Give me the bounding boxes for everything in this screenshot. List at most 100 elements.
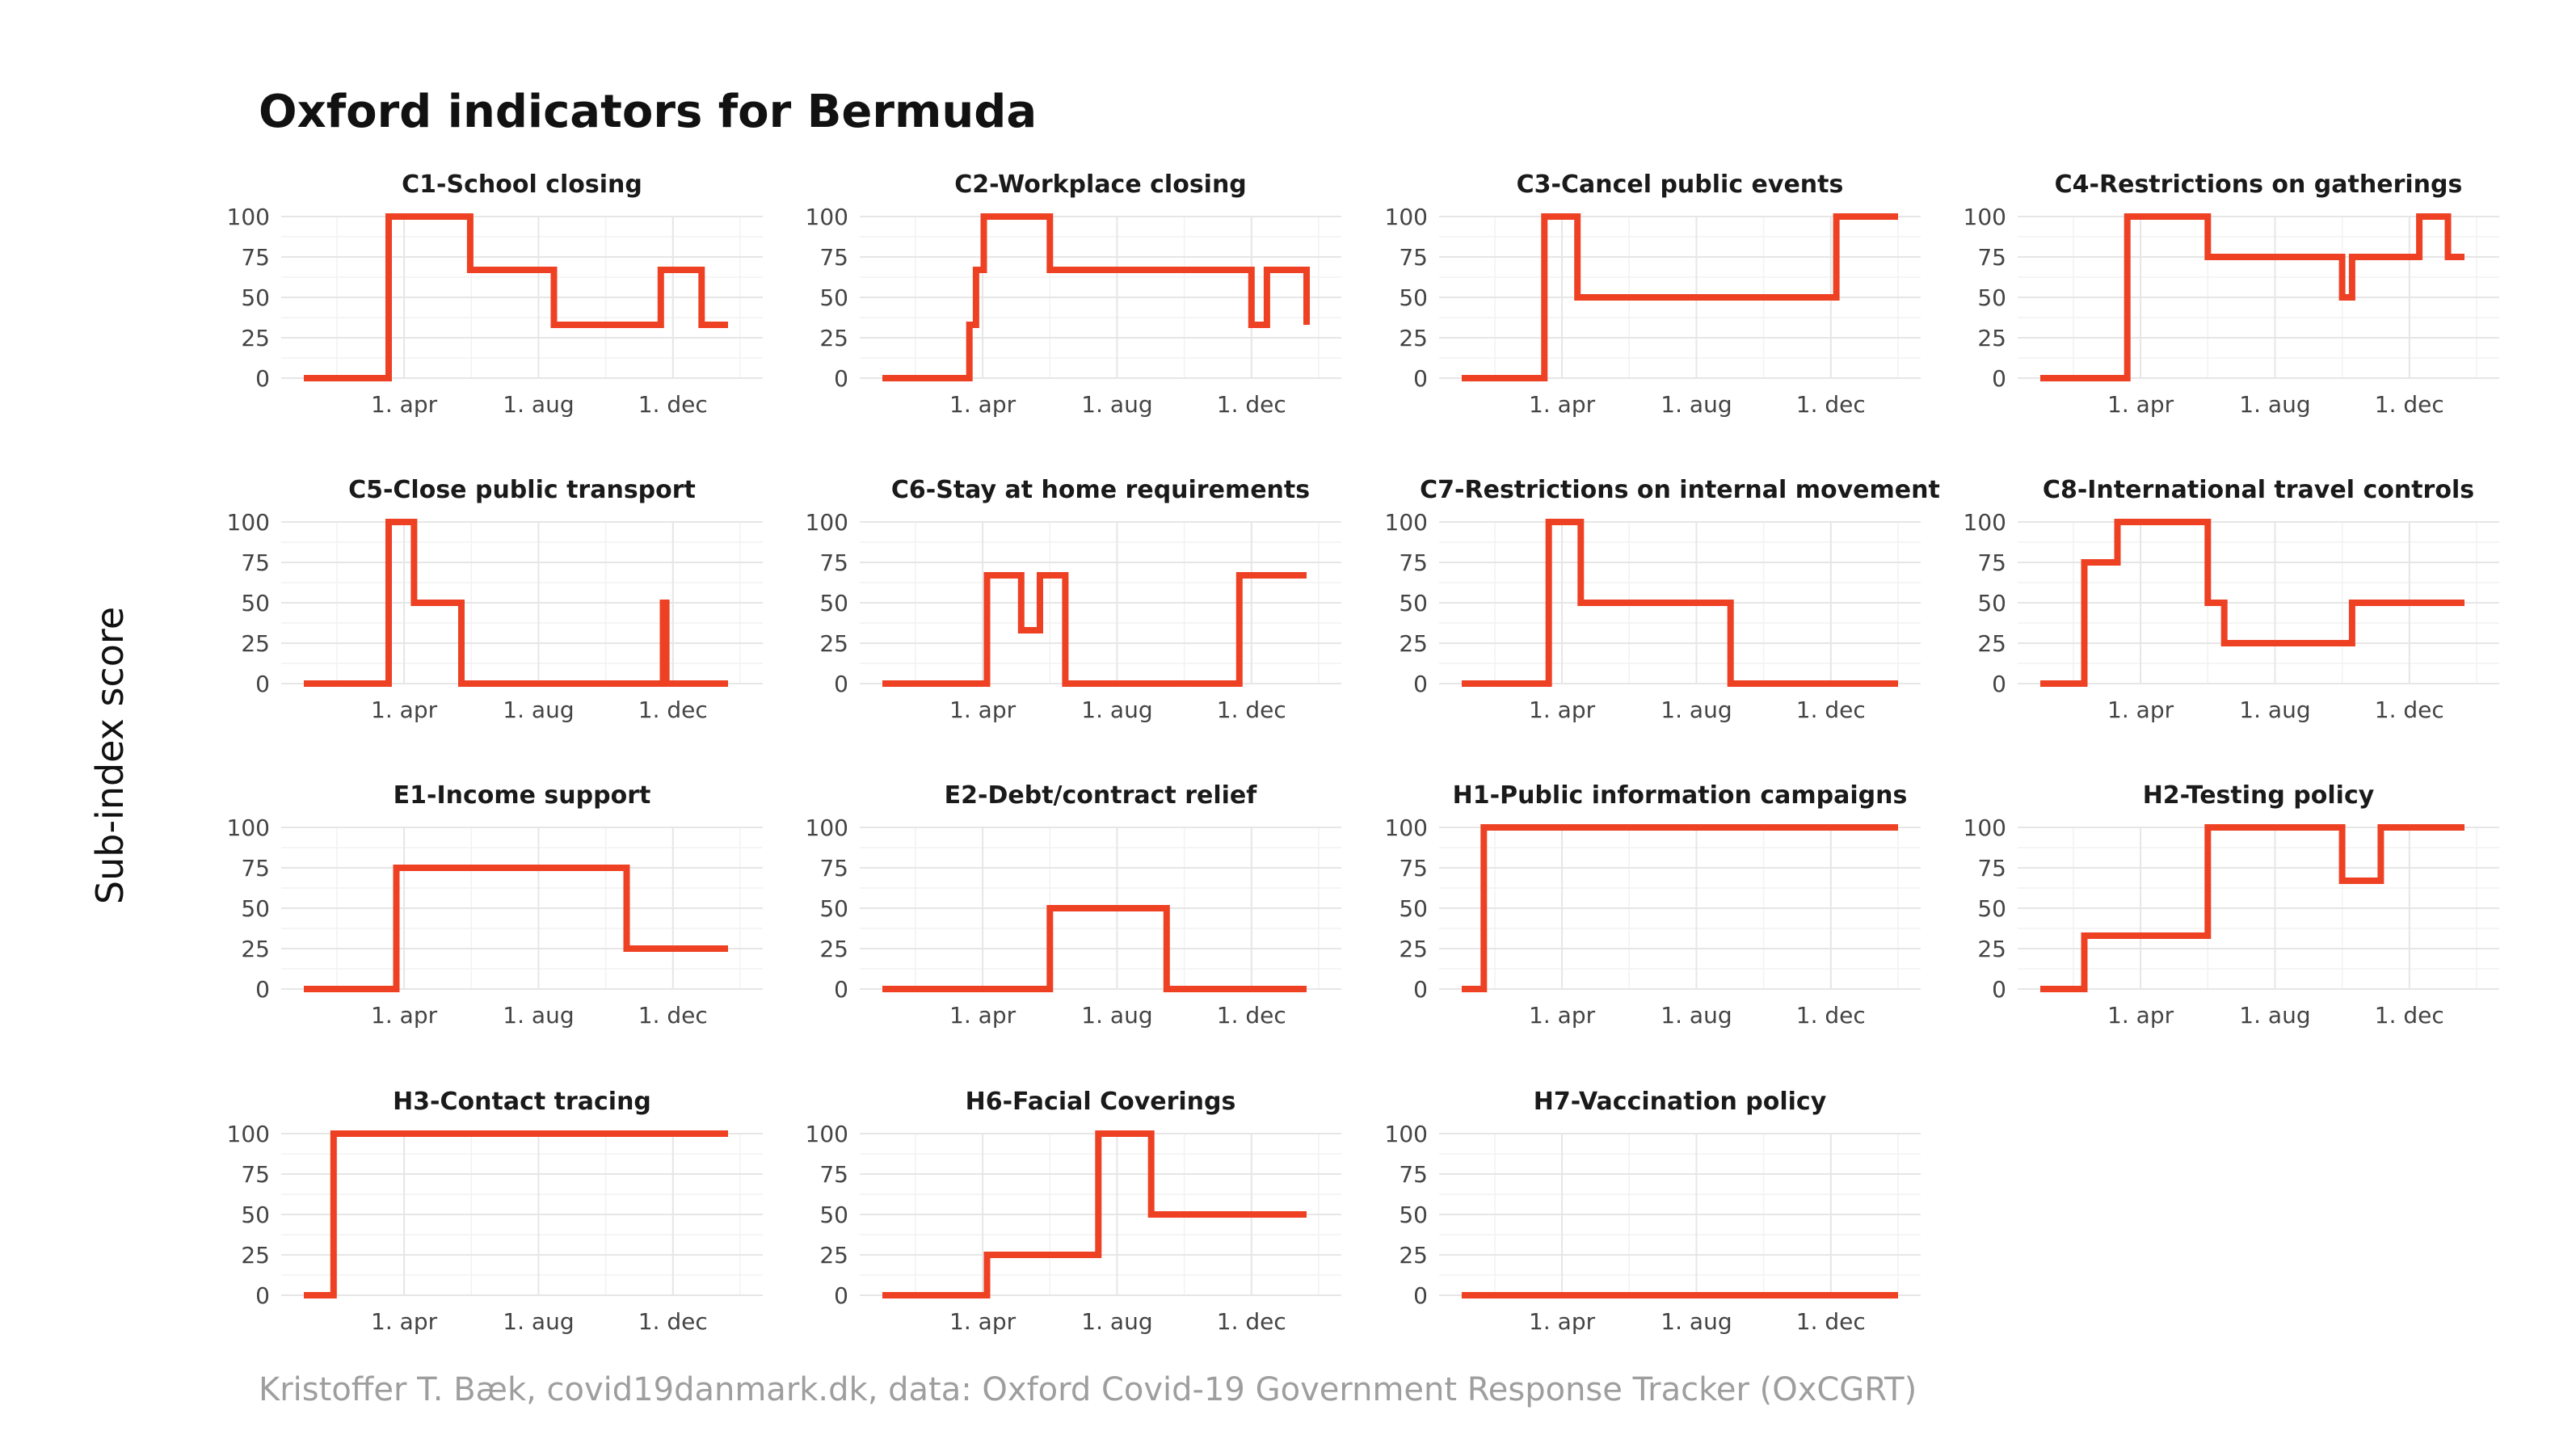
y-tick-label: 50 [241,1202,270,1228]
panel-gridlines [1439,1133,1921,1296]
y-tick-label: 50 [241,284,270,311]
x-tick-label: 1. apr [371,1002,438,1029]
y-tick-label: 50 [1399,895,1428,922]
y-tick-label: 100 [1385,509,1428,536]
panel-gridlines [281,216,763,379]
y-tick-label: 25 [241,630,270,657]
x-tick-label: 1. dec [2375,1002,2444,1029]
panel-title: C8-International travel controls [2043,476,2474,504]
y-tick-label: 100 [806,1121,848,1147]
x-tick-label: 1. dec [1796,391,1866,418]
y-tick-label: 100 [806,509,848,536]
y-tick-label: 0 [1992,365,2006,392]
y-axis-label: Sub-index score [88,607,132,904]
facet-panel: H7-Vaccination policy 0 25 50 75 100 1. apr 1. … [1385,1088,1921,1335]
x-tick-label: 1. apr [1529,697,1596,723]
y-tick-label: 75 [241,1161,270,1188]
series-step-line [1462,519,1898,687]
series-step-line [304,865,728,992]
y-tick-label: 75 [1977,244,2006,271]
panel-title: C3-Cancel public events [1517,170,1844,199]
facet-panel: C2-Workplace closing 0 25 50 75 100 1. apr 1. a… [806,170,1341,418]
y-tick-label: 75 [819,855,848,882]
y-tick-label: 75 [241,244,270,271]
y-tick-label: 75 [241,549,270,576]
x-tick-label: 1. apr [371,697,438,723]
x-tick-label: 1. apr [1529,391,1596,418]
x-tick-label: 1. aug [1661,391,1732,418]
panel-title: C7-Restrictions on internal movement [1420,476,1940,504]
panel-gridlines [860,521,1341,684]
x-tick-label: 1. aug [1081,1308,1152,1335]
y-tick-label: 0 [255,365,270,392]
panel-title: C4-Restrictions on gatherings [2055,170,2463,199]
x-tick-label: 1. aug [1661,697,1732,723]
x-tick-label: 1. aug [1081,697,1152,723]
panel-gridlines [281,827,763,990]
x-tick-label: 1. aug [503,1002,574,1029]
y-tick-label: 25 [241,936,270,962]
panel-title: E1-Income support [394,781,651,810]
y-tick-label: 50 [819,1202,848,1228]
facet-panels: C1-School closing 0 25 50 75 100 1. apr 1. aug 1… [227,170,2499,1335]
facet-panel: C7-Restrictions on internal movement 0 25 5… [1385,476,1940,723]
x-tick-label: 1. apr [949,1308,1017,1335]
y-tick-label: 25 [1399,630,1428,657]
y-tick-label: 100 [227,814,270,841]
y-tick-label: 25 [819,325,848,351]
y-tick-label: 25 [241,325,270,351]
x-tick-label: 1. dec [1217,697,1286,723]
y-tick-label: 0 [255,1282,270,1309]
x-tick-label: 1. apr [371,1308,438,1335]
facet-panel: H6-Facial Coverings 0 25 50 75 100 1. apr 1. au… [806,1088,1341,1335]
y-tick-label: 50 [819,284,848,311]
y-tick-label: 25 [1399,936,1428,962]
facet-panel: C1-School closing 0 25 50 75 100 1. apr 1. aug 1… [227,170,763,418]
y-tick-label: 75 [819,1161,848,1188]
y-tick-label: 75 [1399,855,1428,882]
x-tick-label: 1. aug [1081,391,1152,418]
x-tick-label: 1. apr [949,1002,1017,1029]
y-tick-label: 100 [806,814,848,841]
x-tick-label: 1. dec [638,697,708,723]
y-tick-label: 50 [241,590,270,617]
y-tick-label: 100 [1964,204,2006,230]
y-tick-label: 75 [1399,549,1428,576]
x-tick-label: 1. aug [1661,1308,1732,1335]
x-tick-label: 1. apr [2107,391,2174,418]
y-tick-label: 75 [1977,549,2006,576]
series-step-line [304,519,728,687]
y-tick-label: 0 [1413,671,1428,697]
panel-gridlines [281,1133,763,1296]
x-tick-label: 1. apr [949,697,1017,723]
x-tick-label: 1. dec [1796,1308,1866,1335]
y-tick-label: 25 [819,1242,848,1269]
y-tick-label: 25 [1977,936,2006,962]
y-tick-label: 100 [806,204,848,230]
x-tick-label: 1. dec [1217,1002,1286,1029]
y-tick-label: 0 [1413,365,1428,392]
panel-title: C5-Close public transport [348,476,696,504]
y-tick-label: 50 [1399,590,1428,617]
series-step-line [882,213,1310,381]
y-tick-label: 100 [1964,814,2006,841]
panel-title: E2-Debt/contract relief [945,781,1258,810]
y-tick-label: 25 [241,1242,270,1269]
y-tick-label: 25 [819,936,848,962]
y-tick-label: 50 [819,590,848,617]
y-tick-label: 25 [1399,1242,1428,1269]
y-tick-label: 100 [227,204,270,230]
y-tick-label: 0 [1413,1282,1428,1309]
series-step-line [2040,213,2464,381]
panel-title: H1-Public information campaigns [1453,781,1908,810]
x-tick-label: 1. aug [503,391,574,418]
y-tick-label: 25 [1977,325,2006,351]
facet-panel: C4-Restrictions on gatherings 0 25 50 75 100 1… [1964,170,2499,418]
y-tick-label: 25 [819,630,848,657]
facet-panel: C5-Close public transport 0 25 50 75 100 1. ap… [227,476,763,723]
y-tick-label: 75 [1399,244,1428,271]
facet-panel: H3-Contact tracing 0 25 50 75 100 1. apr 1. aug… [227,1088,763,1335]
x-tick-label: 1. dec [638,1308,708,1335]
y-tick-label: 75 [1977,855,2006,882]
